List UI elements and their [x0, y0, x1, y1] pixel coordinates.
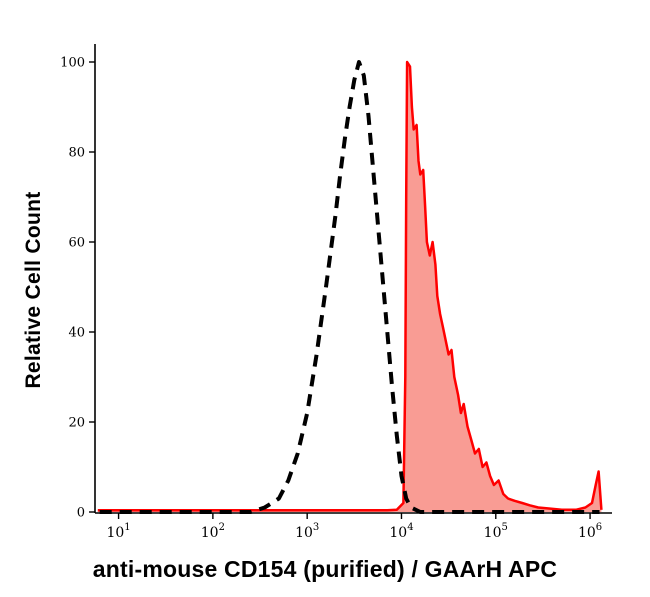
- y-axis-label: Relative Cell Count: [22, 191, 45, 389]
- x-tick-label: 106: [578, 522, 602, 541]
- x-tick-label: 104: [389, 522, 413, 541]
- series-stained-sample-fill: [97, 62, 602, 512]
- x-tick-label: 105: [484, 522, 508, 541]
- series-isotype-control-line: [99, 60, 600, 514]
- x-tick-label: 102: [201, 522, 225, 541]
- y-tick-label: 0: [77, 506, 85, 521]
- y-tick-label: 80: [68, 146, 85, 161]
- y-tick-label: 40: [68, 326, 85, 341]
- x-tick-label: 103: [295, 522, 319, 541]
- x-axis-label: anti-mouse CD154 (purified) / GAArH APC: [92, 556, 558, 582]
- y-tick-label: 20: [68, 416, 85, 431]
- y-tick-label: 60: [68, 236, 85, 251]
- y-tick-label: 100: [60, 56, 85, 71]
- x-tick-label: 101: [106, 522, 130, 541]
- series-stained-sample-line: [97, 60, 603, 512]
